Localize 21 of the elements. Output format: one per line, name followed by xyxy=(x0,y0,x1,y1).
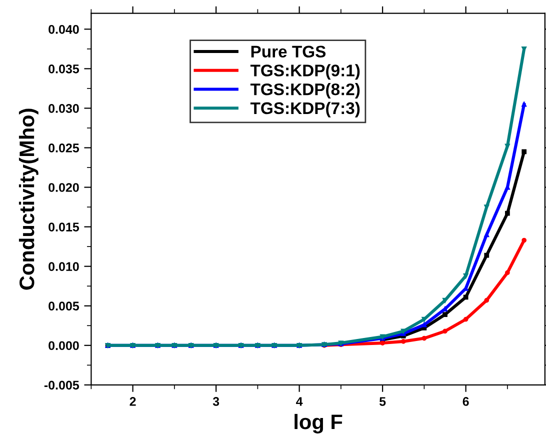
y-tick-label: 0.000 xyxy=(48,341,79,350)
y-tick-label: 0.010 xyxy=(48,262,79,271)
y-tick-label: 0.040 xyxy=(48,24,79,34)
x-axis-title: log F xyxy=(294,414,342,434)
y-tick-label: 0.025 xyxy=(48,144,80,152)
y-tick-label: 0.035 xyxy=(48,64,80,74)
legend-label: TGS:KDP(8:2) xyxy=(250,83,360,99)
y-tick-label: 0.020 xyxy=(48,183,79,192)
x-tick-label: 5 xyxy=(379,397,386,406)
legend-label: TGS:KDP(7:3) xyxy=(250,102,360,118)
y-tick-label: 0.005 xyxy=(48,302,80,311)
y-tick-label: -0.005 xyxy=(44,380,80,390)
legend-label: TGS:KDP(9:1) xyxy=(250,64,360,80)
x-tick-label: 2 xyxy=(130,397,136,406)
x-tick-label: 3 xyxy=(212,397,220,406)
legend-label: Pure TGS xyxy=(251,46,326,58)
y-tick-label: 0.015 xyxy=(48,222,80,232)
y-axis-title: Conductivity(Mho) xyxy=(18,108,38,290)
y-tick-label: 0.030 xyxy=(48,104,79,113)
x-tick-label: 4 xyxy=(296,397,303,406)
x-tick-label: 6 xyxy=(462,397,469,406)
